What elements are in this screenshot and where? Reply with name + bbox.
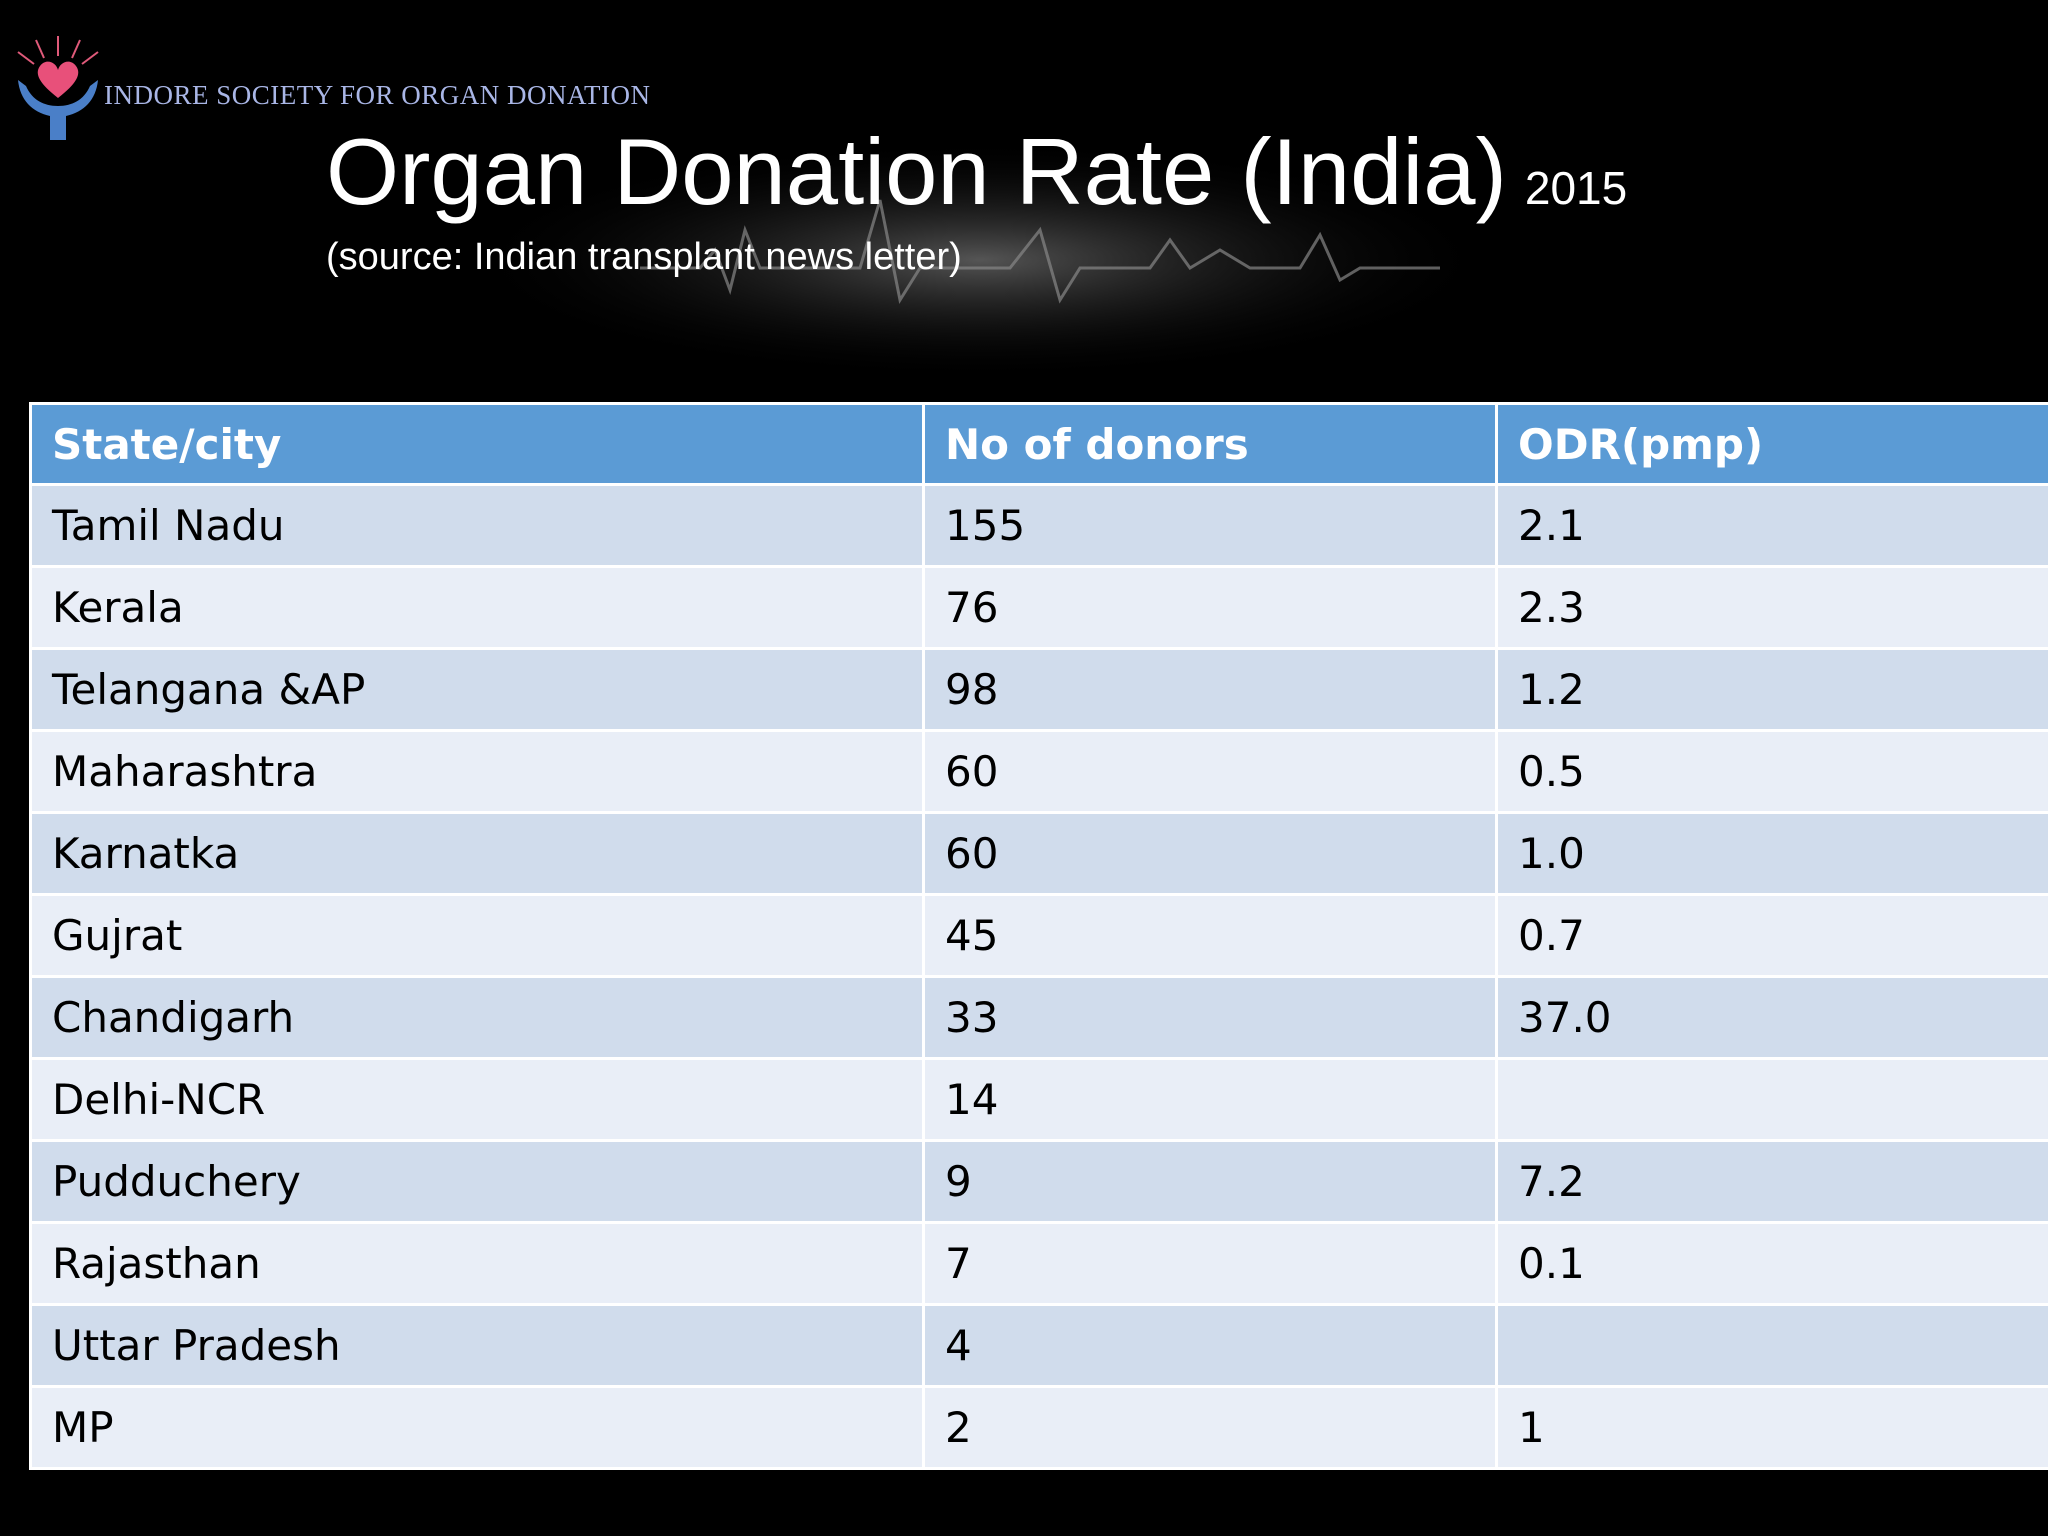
table-cell: 33: [922, 975, 1498, 1060]
table-cell: 1: [1495, 1385, 2048, 1470]
table-cell: Delhi-NCR: [29, 1057, 925, 1142]
table-row: Tamil Nadu 155 2.1: [29, 483, 2048, 568]
table-row: Karnatka 60 1.0: [29, 811, 2048, 896]
data-table: State/city No of donors ODR(pmp) Tamil Nad…: [29, 402, 2048, 1470]
logo: [17, 36, 99, 140]
column-header: State/city: [29, 402, 925, 486]
title: Organ Donation Rate (India): [326, 119, 1507, 224]
table-row: Rajasthan 7 0.1: [29, 1221, 2048, 1306]
table-cell: Maharashtra: [29, 729, 925, 814]
table-cell: 2.1: [1495, 483, 2048, 568]
table-cell: 155: [922, 483, 1498, 568]
table-row: Kerala 76 2.3: [29, 565, 2048, 650]
table-cell: Pudduchery: [29, 1139, 925, 1224]
table-cell: Gujrat: [29, 893, 925, 978]
table-row: MP 2 1: [29, 1385, 2048, 1470]
glow: [460, 140, 1500, 380]
organization-name: INDORE SOCIETY FOR ORGAN DONATION: [104, 80, 651, 110]
table-cell: Uttar Pradesh: [29, 1303, 925, 1388]
table-cell: 2.3: [1495, 565, 2048, 650]
column-header: ODR(pmp): [1495, 402, 2048, 486]
table-cell: 0.1: [1495, 1221, 2048, 1306]
table-cell: 60: [922, 729, 1498, 814]
table-row: Gujrat 45 0.7: [29, 893, 2048, 978]
table-row: Uttar Pradesh 4: [29, 1303, 2048, 1388]
table-row: Pudduchery 9 7.2: [29, 1139, 2048, 1224]
table-cell: Karnatka: [29, 811, 925, 896]
table-cell: 1.2: [1495, 647, 2048, 732]
table-cell: Chandigarh: [29, 975, 925, 1060]
table-cell: 37.0: [1495, 975, 2048, 1060]
table-cell: 1.0: [1495, 811, 2048, 896]
table-row: Chandigarh 33 37.0: [29, 975, 2048, 1060]
table-cell: 98: [922, 647, 1498, 732]
table-cell: [1495, 1057, 2048, 1142]
table-row: Maharashtra 60 0.5: [29, 729, 2048, 814]
table-cell: MP: [29, 1385, 925, 1470]
table-cell: Telangana &AP: [29, 647, 925, 732]
table-cell: [1495, 1303, 2048, 1388]
table-row: Delhi-NCR 14: [29, 1057, 2048, 1142]
table-cell: Rajasthan: [29, 1221, 925, 1306]
table-cell: Kerala: [29, 565, 925, 650]
table-cell: 4: [922, 1303, 1498, 1388]
source: (source: Indian transplant news letter): [326, 236, 962, 278]
table-cell: 45: [922, 893, 1498, 978]
title-block: Organ Donation Rate (India) 2015: [326, 118, 1627, 226]
heartbeat-line: [640, 199, 1440, 304]
year: 2015: [1524, 162, 1628, 214]
table-cell: 9: [922, 1139, 1498, 1224]
table-cell: 14: [922, 1057, 1498, 1142]
table-cell: 0.7: [1495, 893, 2048, 978]
table-cell: 60: [922, 811, 1498, 896]
table-row: Telangana &AP 98 1.2: [29, 647, 2048, 732]
header-row: State/city No of donors ODR(pmp): [29, 402, 2048, 486]
table-cell: Tamil Nadu: [29, 483, 925, 568]
table-cell: 2: [922, 1385, 1498, 1470]
table-cell: 7.2: [1495, 1139, 2048, 1224]
table-cell: 7: [922, 1221, 1498, 1306]
table-cell: 0.5: [1495, 729, 2048, 814]
table-cell: 76: [922, 565, 1498, 650]
column-header: No of donors: [922, 402, 1498, 486]
